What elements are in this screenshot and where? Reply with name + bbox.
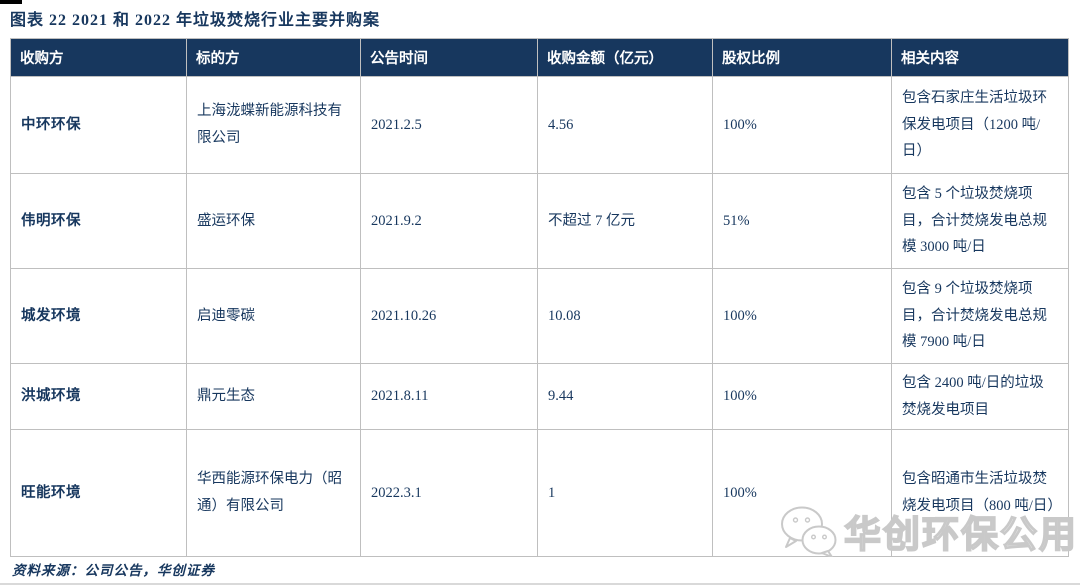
cell-amount: 10.08 [537, 268, 713, 364]
cell-equity: 51% [712, 173, 892, 269]
cell-acquirer: 洪城环境 [10, 363, 187, 430]
cell-equity: 100% [712, 429, 892, 557]
cell-amount: 9.44 [537, 363, 713, 430]
cell-target: 盛运环保 [186, 173, 361, 269]
cell-acquirer: 城发环境 [10, 268, 187, 364]
cell-amount: 1 [537, 429, 713, 557]
cell-date: 2022.3.1 [360, 429, 538, 557]
cell-amount: 不超过 7 亿元 [537, 173, 713, 269]
cell-acquirer: 伟明环保 [10, 173, 187, 269]
cell-equity: 100% [712, 363, 892, 430]
ma-cases-table: 收购方 标的方 公告时间 收购金额（亿元） 股权比例 相关内容 中环环保 上海泷… [10, 38, 1069, 557]
cell-target: 上海泷蝶新能源科技有限公司 [186, 76, 361, 174]
column-header-date: 公告时间 [360, 38, 538, 77]
cell-content: 包含 5 个垃圾焚烧项目，合计焚烧发电总规模 3000 吨/日 [891, 173, 1069, 269]
column-header-content: 相关内容 [891, 38, 1069, 77]
cell-target: 华西能源环保电力（昭通）有限公司 [186, 429, 361, 557]
cell-date: 2021.10.26 [360, 268, 538, 364]
table-row: 城发环境 启迪零碳 2021.10.26 10.08 100% 包含 9 个垃圾… [10, 268, 1069, 364]
cell-date: 2021.8.11 [360, 363, 538, 430]
figure-title: 图表 22 2021 和 2022 年垃圾焚烧行业主要并购案 [10, 12, 381, 29]
cell-date: 2021.9.2 [360, 173, 538, 269]
cell-acquirer: 中环环保 [10, 76, 187, 174]
table-row: 伟明环保 盛运环保 2021.9.2 不超过 7 亿元 51% 包含 5 个垃圾… [10, 173, 1069, 269]
table-row: 洪城环境 鼎元生态 2021.8.11 9.44 100% 包含 2400 吨/… [10, 363, 1069, 430]
cell-content: 包含石家庄生活垃圾环保发电项目（1200 吨/日） [891, 76, 1069, 174]
cell-content: 包含 9 个垃圾焚烧项目，合计焚烧发电总规模 7900 吨/日 [891, 268, 1069, 364]
cell-target: 启迪零碳 [186, 268, 361, 364]
cell-amount: 4.56 [537, 76, 713, 174]
table-row: 旺能环境 华西能源环保电力（昭通）有限公司 2022.3.1 1 100% 包含… [10, 429, 1069, 557]
column-header-target: 标的方 [186, 38, 361, 77]
cell-equity: 100% [712, 268, 892, 364]
cell-acquirer: 旺能环境 [10, 429, 187, 557]
column-header-amount: 收购金额（亿元） [537, 38, 713, 77]
cell-content: 包含 2400 吨/日的垃圾焚烧发电项目 [891, 363, 1069, 430]
column-header-acquirer: 收购方 [10, 38, 187, 77]
column-header-equity: 股权比例 [712, 38, 892, 77]
source-note: 资料来源：公司公告，华创证券 [12, 563, 215, 578]
cell-equity: 100% [712, 76, 892, 174]
cell-date: 2021.2.5 [360, 76, 538, 174]
cell-target: 鼎元生态 [186, 363, 361, 430]
cell-content: 包含昭通市生活垃圾焚烧发电项目（800 吨/日） [891, 429, 1069, 557]
bottom-rule [0, 583, 1080, 585]
corner-mark [0, 0, 22, 4]
table-row: 中环环保 上海泷蝶新能源科技有限公司 2021.2.5 4.56 100% 包含… [10, 76, 1069, 174]
table-header-row: 收购方 标的方 公告时间 收购金额（亿元） 股权比例 相关内容 [10, 38, 1069, 77]
